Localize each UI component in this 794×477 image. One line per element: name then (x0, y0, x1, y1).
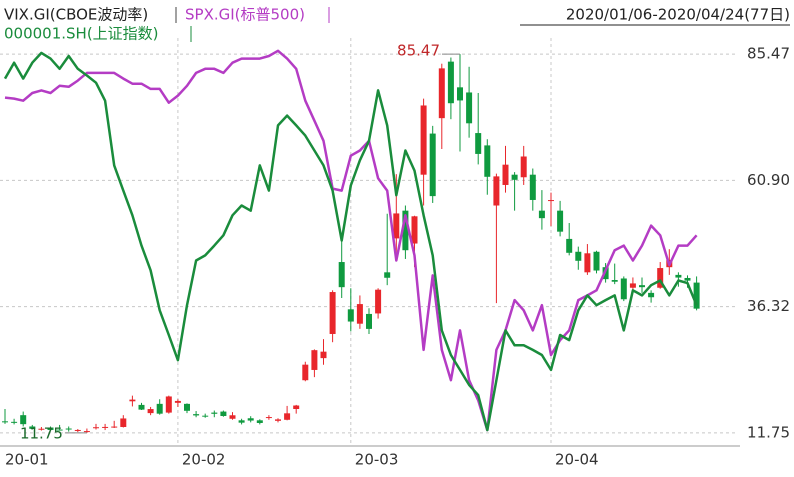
candle-body (65, 428, 72, 430)
candle-body (102, 426, 109, 428)
candle-body (629, 283, 636, 288)
candle-body (657, 268, 664, 288)
legend-entry: VIX.GI(CBOE波动率) (4, 6, 148, 24)
candle-body (329, 292, 336, 334)
candle-body (229, 415, 236, 419)
candle-body (129, 399, 136, 402)
x-tick-label: 20-03 (355, 451, 399, 469)
candle-body (138, 404, 145, 410)
candle-body (584, 253, 591, 273)
date-range: 2020/01/06-2020/04/24(77日) (566, 6, 790, 24)
candle-body (611, 280, 618, 282)
candle-body (457, 87, 463, 101)
candle-body (520, 156, 527, 178)
candle-body (293, 405, 300, 410)
candle-body (684, 277, 691, 281)
candle-body (120, 418, 127, 427)
candle-body (447, 61, 454, 104)
candle-body (557, 210, 564, 232)
x-tick-label: 20-01 (5, 451, 49, 469)
y-tick-label: 60.90 (747, 171, 790, 189)
candle-body (366, 313, 372, 329)
candle-body (356, 304, 363, 324)
y-tick-label: 36.32 (747, 297, 790, 315)
candle-body (438, 68, 445, 119)
candle-body (165, 396, 172, 413)
candle-body (493, 176, 500, 206)
candle-body (402, 210, 409, 251)
legend-entry: SPX.GI(标普500) (185, 6, 305, 24)
line-series (3, 51, 698, 432)
candle-body (2, 421, 8, 423)
x-tick-label: 20-04 (555, 451, 599, 469)
candle-body (220, 411, 227, 416)
candle-body (184, 403, 190, 411)
legend-entry: 000001.SH(上证指数) (4, 25, 159, 43)
candle-body (111, 426, 118, 428)
candle-body (38, 428, 45, 430)
candle-body (593, 251, 600, 271)
candle-body (575, 251, 582, 261)
candle-body (548, 200, 554, 202)
candle-body (420, 105, 427, 175)
candle-body (311, 350, 318, 370)
candle-body (238, 420, 245, 423)
candle-body (384, 272, 391, 278)
candle-body (211, 412, 218, 414)
candle-body (375, 289, 382, 314)
candle-body (502, 164, 509, 185)
candle-body (247, 418, 254, 421)
candle-body (93, 427, 99, 429)
candle-body (56, 429, 63, 431)
candle-body (639, 285, 645, 288)
y-tick-label: 11.75 (747, 423, 790, 441)
candle-body (20, 415, 27, 425)
candle-body (202, 415, 209, 417)
candle-body (529, 174, 536, 200)
candle-body (174, 400, 181, 403)
candle-body (511, 174, 518, 180)
candle-body (466, 92, 473, 124)
candle-body (302, 364, 309, 381)
candle-body (284, 413, 291, 420)
candle-body (411, 216, 418, 244)
candle-body (338, 262, 345, 288)
candle-body (393, 213, 400, 239)
candle-body (256, 420, 263, 423)
candle-body (147, 409, 154, 414)
candle-body (648, 292, 655, 298)
candle-body (193, 414, 200, 416)
candle-body (538, 210, 545, 219)
candle-body (47, 427, 54, 430)
candle-body (156, 403, 163, 414)
candle-body (320, 351, 327, 359)
line-series (4, 49, 698, 432)
candle-body (347, 309, 354, 322)
candle-body (693, 282, 700, 309)
min-annotation: 11.75 (20, 424, 63, 442)
max-annotation: 85.47 (397, 42, 440, 60)
candle-body (74, 429, 81, 431)
candle-body (11, 421, 18, 423)
candle-body (275, 419, 281, 421)
candle-body (83, 431, 90, 433)
x-tick-label: 20-02 (182, 451, 226, 469)
y-tick-label: 85.47 (747, 45, 790, 63)
candle-body (475, 133, 482, 154)
candle-body (675, 274, 682, 278)
candle-body (265, 417, 272, 419)
candle-body (484, 145, 491, 177)
candle-body (429, 133, 436, 197)
candle-body (566, 238, 573, 253)
candle-body (29, 426, 36, 429)
candle-body (620, 278, 627, 300)
